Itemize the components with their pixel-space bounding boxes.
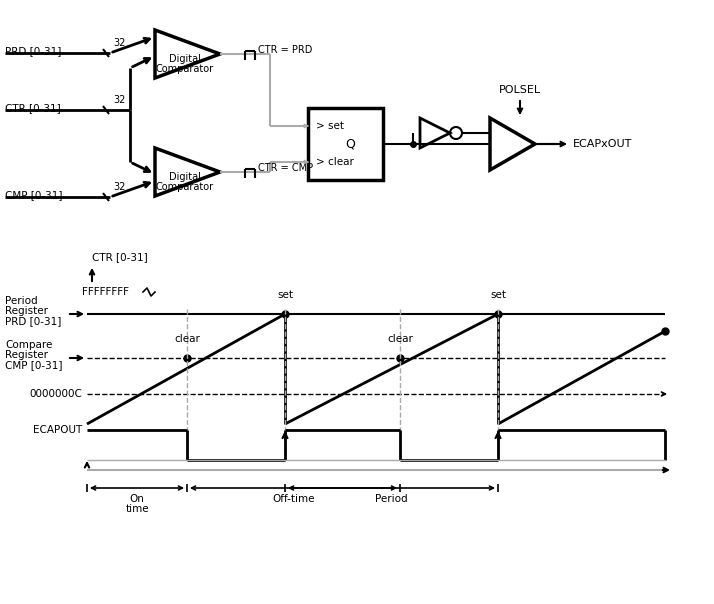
Text: Period: Period: [5, 296, 38, 306]
Text: CTR [0-31]: CTR [0-31]: [5, 103, 61, 113]
Bar: [308, 108, 383, 180]
Text: > clear: > clear: [316, 157, 354, 167]
Text: clear: clear: [174, 334, 200, 344]
Text: CTR = PRD: CTR = PRD: [258, 45, 313, 55]
Text: Off-time: Off-time: [272, 494, 315, 504]
Text: ECAPOUT: ECAPOUT: [33, 425, 82, 435]
Text: On: On: [129, 494, 144, 504]
Text: Register: Register: [5, 306, 48, 316]
Text: Compare: Compare: [5, 340, 52, 350]
Text: Period: Period: [375, 494, 408, 504]
Text: 0000000C: 0000000C: [29, 389, 82, 399]
Text: FFFFFFFF: FFFFFFFF: [82, 287, 129, 297]
Text: PRD [0-31]: PRD [0-31]: [5, 46, 61, 56]
Text: CTR = CMP: CTR = CMP: [258, 163, 313, 173]
Text: CMP [0-31]: CMP [0-31]: [5, 360, 63, 370]
Text: Digital: Digital: [169, 172, 201, 182]
Text: CTR [0-31]: CTR [0-31]: [92, 252, 148, 262]
Text: Digital: Digital: [169, 54, 201, 64]
Text: clear: clear: [387, 334, 413, 344]
Text: Q: Q: [346, 138, 356, 150]
Text: set: set: [490, 290, 506, 300]
Text: > set: > set: [316, 121, 344, 131]
Text: 32: 32: [113, 182, 126, 192]
Text: Comparator: Comparator: [156, 182, 213, 192]
Text: ECAPxOUT: ECAPxOUT: [573, 139, 633, 149]
Text: 32: 32: [113, 95, 126, 105]
Text: PRD [0-31]: PRD [0-31]: [5, 316, 61, 326]
Text: set: set: [277, 290, 293, 300]
Text: Comparator: Comparator: [156, 64, 213, 74]
Text: Register: Register: [5, 350, 48, 360]
Text: time: time: [125, 504, 149, 514]
Text: 32: 32: [113, 38, 126, 48]
Text: POLSEL: POLSEL: [499, 85, 541, 95]
Text: CMP [0-31]: CMP [0-31]: [5, 190, 63, 200]
